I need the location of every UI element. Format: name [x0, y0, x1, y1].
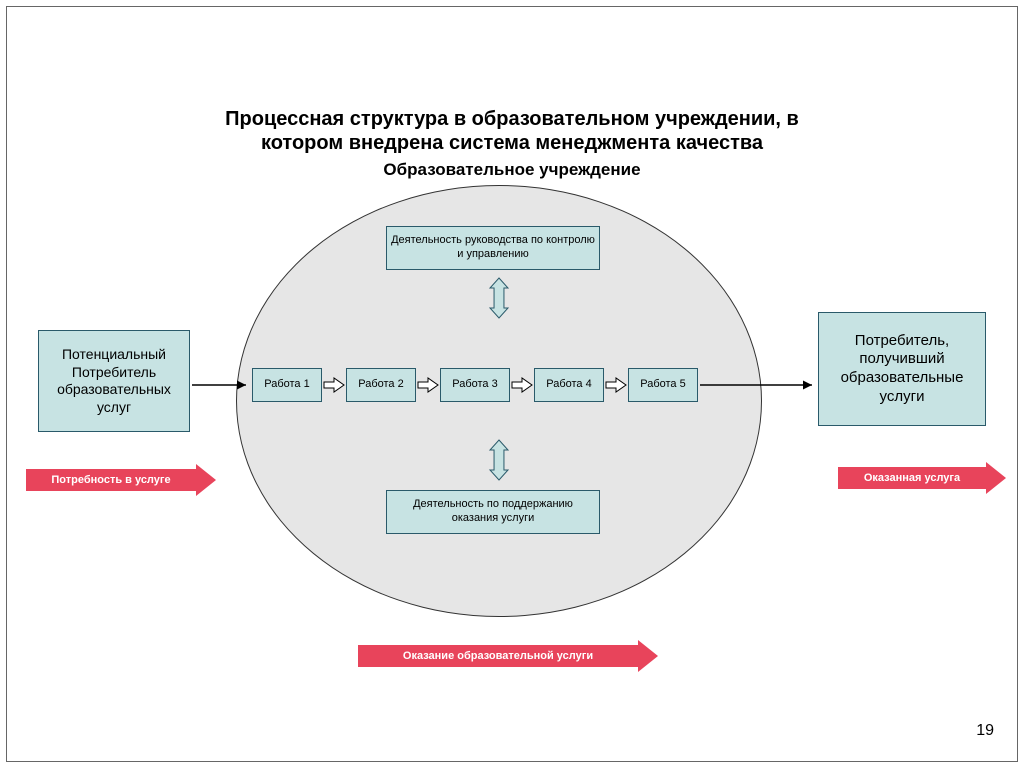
arrowhead-icon [196, 464, 216, 496]
main-title-line2: котором внедрена система менеджмента кач… [0, 132, 1024, 155]
work-label-4: Работа 4 [546, 378, 591, 392]
consumer-potential-box: Потенциальный Потребитель образовательны… [38, 330, 190, 432]
red-arrow-provided-label: Оказанная услуга [838, 467, 986, 489]
work-box-4: Работа 4 [534, 368, 604, 402]
work-label-5: Работа 5 [640, 378, 685, 392]
work-box-3: Работа 3 [440, 368, 510, 402]
consumer-received-label: Потребитель, получивший образовательные … [823, 332, 981, 407]
red-arrow-need: Потребность в услуге [26, 464, 216, 496]
work-label-1: Работа 1 [264, 378, 309, 392]
red-arrow-provided: Оказанная услуга [838, 462, 1006, 494]
work-box-5: Работа 5 [628, 368, 698, 402]
work-box-2: Работа 2 [346, 368, 416, 402]
arrowhead-icon [638, 640, 658, 672]
red-arrow-need-label: Потребность в услуге [26, 469, 196, 491]
work-label-2: Работа 2 [358, 378, 403, 392]
management-activity-label: Деятельность руководства по контролю и у… [391, 234, 595, 262]
support-activity-label: Деятельность по поддержанию оказания усл… [391, 498, 595, 526]
consumer-received-box: Потребитель, получивший образовательные … [818, 312, 986, 426]
arrowhead-icon [986, 462, 1006, 494]
subtitle: Образовательное учреждение [0, 160, 1024, 180]
red-arrow-process: Оказание образовательной услуги [358, 640, 658, 672]
page-number: 19 [976, 722, 994, 740]
consumer-potential-label: Потенциальный Потребитель образовательны… [43, 346, 185, 416]
red-arrow-process-label: Оказание образовательной услуги [358, 645, 638, 667]
management-activity-box: Деятельность руководства по контролю и у… [386, 226, 600, 270]
work-box-1: Работа 1 [252, 368, 322, 402]
work-label-3: Работа 3 [452, 378, 497, 392]
main-title-line1: Процессная структура в образовательном у… [0, 108, 1024, 131]
support-activity-box: Деятельность по поддержанию оказания усл… [386, 490, 600, 534]
